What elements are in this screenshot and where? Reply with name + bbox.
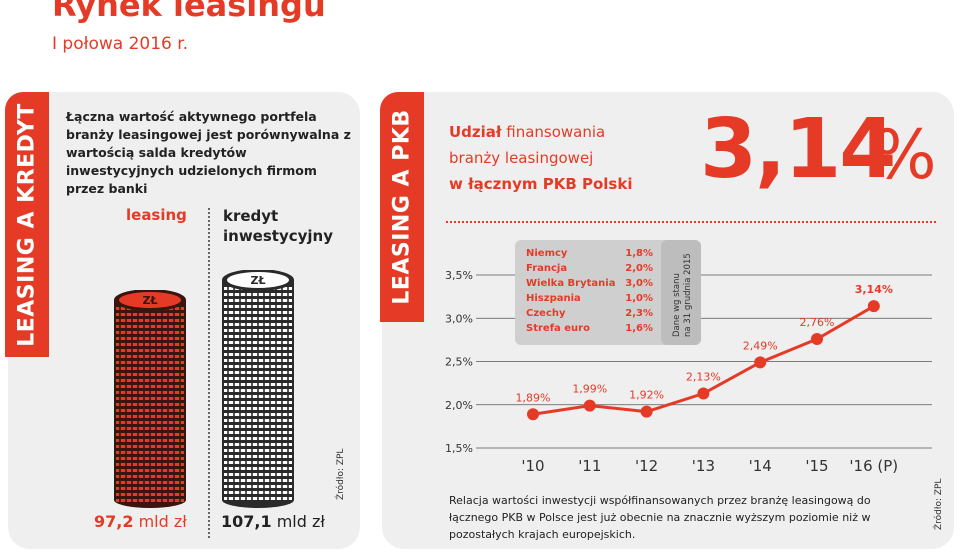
stack-top-face [119, 292, 181, 308]
data-label: 2,49% [743, 339, 778, 352]
page-title: Rynek leasingu [52, 0, 326, 24]
data-point [640, 405, 653, 418]
x-tick-label: '16 (P) [849, 457, 898, 475]
inset-country: Francja [526, 263, 567, 274]
inset-country: Czechy [526, 308, 566, 319]
kredyt-value-unit: mld zł [276, 512, 325, 531]
data-label: 3,14% [855, 283, 893, 296]
data-label: 2,13% [686, 371, 721, 384]
inset-value: 1,0% [625, 293, 653, 304]
leasing-label: leasing [126, 206, 187, 224]
inset-value: 3,0% [625, 278, 653, 289]
band-label-right: LEASING A PKB [389, 109, 415, 305]
coin-stack-kredyt: ZŁ [222, 270, 294, 508]
leasing-value-unit: mld zł [138, 512, 187, 531]
data-label: 1,89% [516, 391, 551, 404]
page-subtitle: I połowa 2016 r. [52, 34, 189, 54]
leasing-value: 97,2 mld zł [94, 512, 187, 531]
data-point [867, 300, 880, 313]
coin-label: ZŁ [250, 274, 265, 287]
data-point [811, 333, 823, 346]
inset-country: Niemcy [526, 248, 568, 259]
y-tick-label: 2,5% [445, 356, 473, 369]
footnote: Relacja wartości inwestycji współfinanso… [449, 494, 871, 541]
band-leasing-pkb: LEASING A PKB [380, 92, 424, 322]
band-leasing-kredyt: LEASING A KREDYT [5, 92, 49, 357]
big-value: 3,14 [700, 102, 896, 197]
data-point [754, 356, 767, 369]
left-description: Łączna wartość aktywnego portfela branży… [66, 109, 351, 196]
x-tick-label: '13 [692, 457, 715, 475]
data-point [527, 408, 539, 421]
kredyt-label-line1: kredyt [223, 207, 279, 225]
y-tick-label: 3,0% [445, 312, 473, 325]
dotted-divider [446, 221, 936, 223]
source-left: Źródło: ZPL [336, 448, 346, 500]
data-label: 2,76% [800, 316, 835, 329]
x-tick-label: '15 [805, 457, 828, 475]
inset-value: 1,8% [625, 248, 653, 259]
x-tick-label: '12 [635, 457, 658, 475]
x-tick-label: '11 [578, 457, 601, 475]
inset-value: 2,0% [625, 263, 653, 274]
data-point [583, 399, 596, 412]
inset-note-box [661, 240, 701, 345]
inset-note-2: na 31 grudnia 2015 [683, 253, 693, 337]
big-pct: % [872, 116, 937, 195]
udzial-bold: Udział [449, 123, 502, 141]
stack-top-face [227, 272, 289, 288]
band-label: LEASING A KREDYT [14, 102, 40, 347]
inset-value: 1,6% [625, 323, 653, 334]
y-tick-label: 1,5% [445, 442, 473, 455]
inset-table-box [515, 240, 701, 345]
kredyt-label: kredyt inwestycyjny [223, 206, 333, 246]
inset-country: Strefa euro [526, 323, 590, 334]
kredyt-value-number: 107,1 [221, 512, 272, 531]
inset-country: Wielka Brytania [526, 278, 615, 289]
inset-note-1: Dane wg stanu [672, 273, 682, 337]
pkb-description: Udział finansowania branży leasingowej w… [449, 119, 632, 197]
kredyt-label-line2: inwestycyjny [223, 227, 333, 245]
data-label: 1,99% [572, 383, 607, 396]
coin-label: ZŁ [142, 294, 157, 307]
leasing-value-number: 97,2 [94, 512, 134, 531]
coin-stack-leasing: ZŁ [114, 290, 186, 508]
pkb-line2: branży leasingowej [449, 149, 594, 167]
source-right: Źródło: ZPL [934, 478, 944, 530]
y-tick-label: 2,0% [445, 399, 473, 412]
y-tick-label: 3,5% [445, 269, 473, 282]
kredyt-value: 107,1 mld zł [221, 512, 325, 531]
x-tick-label: '14 [749, 457, 772, 475]
pkb-line-chart: 1,5% 2,0% 2,5% 3,0% 3,5% Niemcy 1,8% Francja 2,0… [445, 240, 932, 475]
inset-country: Hiszpania [526, 293, 581, 304]
udzial-rest: finansowania [501, 123, 606, 141]
pkb-line3: w łącznym PKB Polski [449, 175, 633, 193]
data-point [697, 387, 710, 400]
inset-value: 2,3% [625, 308, 653, 319]
data-label: 1,92% [629, 389, 664, 402]
divider [208, 208, 210, 538]
x-tick-label: '10 [521, 457, 544, 475]
